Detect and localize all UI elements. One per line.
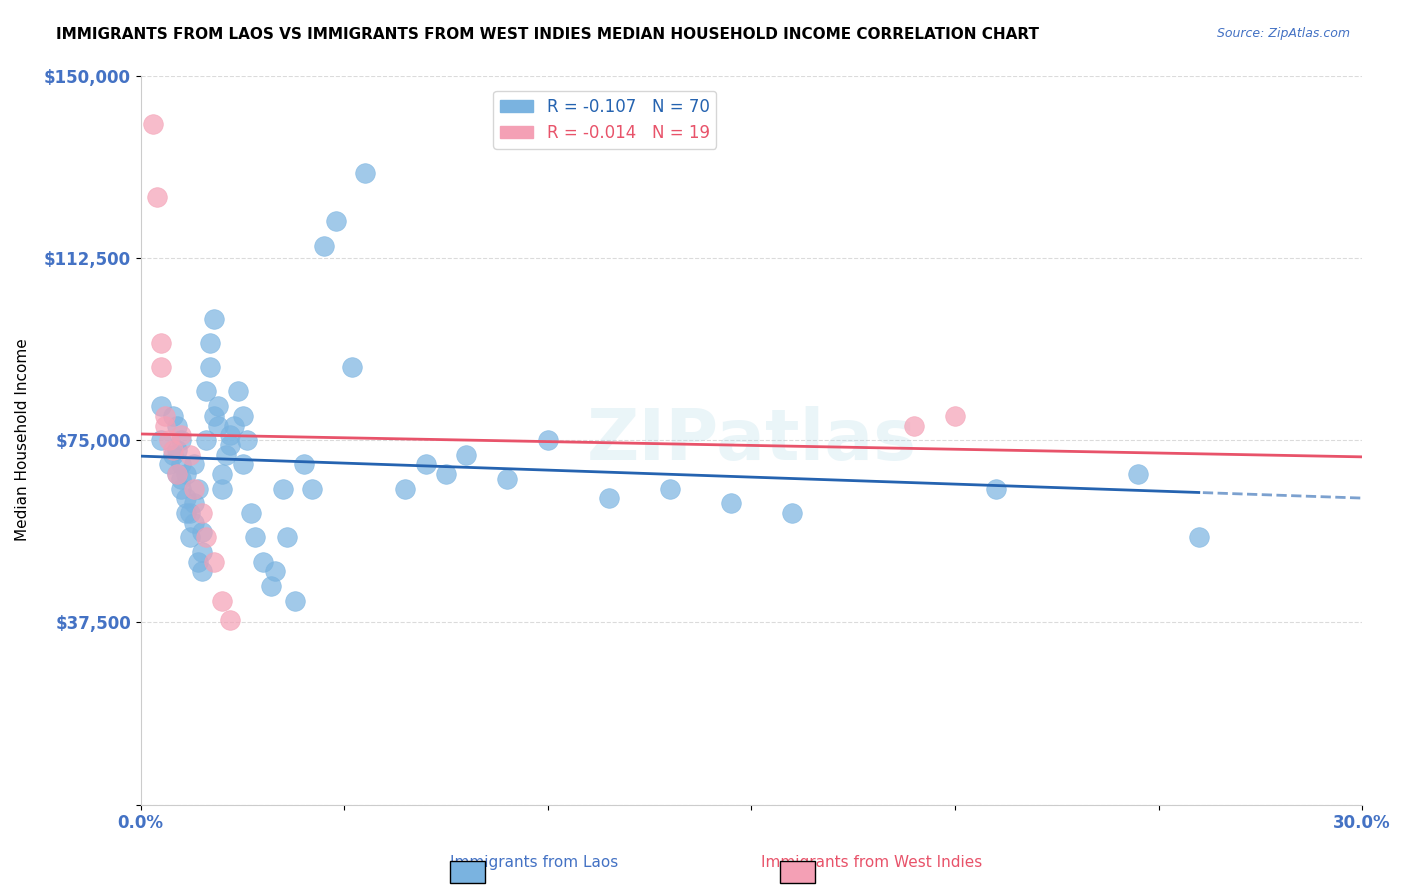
Point (224, 418, 246, 433)
Point (146, 190, 169, 204)
Point (198, 335, 221, 350)
Point (292, 458, 315, 472)
Point (174, 467, 197, 482)
Point (239, 506, 262, 520)
Point (162, 442, 184, 457)
Point (179, 506, 201, 520)
Point (264, 565, 287, 579)
Text: Immigrants from West Indies: Immigrants from West Indies (761, 855, 983, 870)
Point (252, 555, 274, 569)
Point (231, 458, 253, 472)
Point (598, 491, 620, 506)
Point (166, 442, 188, 457)
Point (228, 384, 250, 399)
Point (271, 482, 294, 496)
Point (187, 555, 209, 569)
Point (194, 384, 217, 399)
Point (207, 418, 229, 433)
Point (170, 482, 193, 496)
Point (496, 472, 519, 486)
Point (174, 506, 197, 520)
Point (219, 438, 242, 452)
Point (198, 360, 221, 375)
Point (260, 579, 283, 593)
Point (150, 399, 173, 413)
Y-axis label: Median Household Income: Median Household Income (15, 339, 30, 541)
Point (202, 311, 225, 326)
Point (394, 482, 416, 496)
Point (312, 238, 335, 252)
Point (170, 472, 193, 486)
Point (150, 335, 173, 350)
Point (166, 467, 188, 482)
Point (191, 545, 214, 559)
Point (170, 458, 193, 472)
Point (235, 433, 257, 447)
Point (179, 448, 201, 462)
Point (943, 409, 966, 423)
Point (456, 448, 478, 462)
Point (194, 530, 217, 544)
Text: ZIPatlas: ZIPatlas (586, 406, 917, 475)
Point (231, 409, 253, 423)
Point (142, 117, 165, 131)
Legend: R = -0.107   N = 70, R = -0.014   N = 19: R = -0.107 N = 70, R = -0.014 N = 19 (494, 91, 717, 149)
Point (215, 448, 238, 462)
Point (659, 482, 682, 496)
Point (202, 409, 225, 423)
Point (191, 506, 214, 520)
Point (207, 399, 229, 413)
Point (157, 458, 180, 472)
Point (153, 409, 176, 423)
Point (342, 360, 364, 375)
Point (191, 525, 214, 540)
Point (780, 506, 803, 520)
Point (211, 593, 233, 607)
Point (325, 214, 347, 228)
Point (434, 467, 457, 482)
Point (170, 433, 193, 447)
Point (162, 448, 184, 462)
Point (720, 496, 742, 510)
Point (276, 530, 298, 544)
Point (183, 458, 205, 472)
Point (202, 555, 225, 569)
Point (284, 593, 307, 607)
Point (1188, 530, 1211, 544)
Point (187, 482, 209, 496)
Point (150, 433, 173, 447)
Text: Immigrants from Laos: Immigrants from Laos (450, 855, 619, 870)
Point (183, 516, 205, 530)
Point (537, 433, 560, 447)
Point (183, 496, 205, 510)
Point (211, 467, 233, 482)
Point (157, 433, 180, 447)
Point (211, 482, 233, 496)
Point (219, 428, 242, 442)
Point (170, 428, 193, 442)
Point (984, 482, 1007, 496)
Point (179, 530, 201, 544)
Point (903, 418, 925, 433)
Point (174, 491, 197, 506)
Point (153, 418, 176, 433)
Point (162, 409, 184, 423)
Point (353, 166, 375, 180)
Point (194, 433, 217, 447)
Point (191, 565, 214, 579)
Point (219, 613, 242, 627)
Point (183, 482, 205, 496)
Point (1128, 467, 1150, 482)
Text: Source: ZipAtlas.com: Source: ZipAtlas.com (1216, 27, 1350, 40)
Text: IMMIGRANTS FROM LAOS VS IMMIGRANTS FROM WEST INDIES MEDIAN HOUSEHOLD INCOME CORR: IMMIGRANTS FROM LAOS VS IMMIGRANTS FROM … (56, 27, 1039, 42)
Point (301, 482, 323, 496)
Point (243, 530, 266, 544)
Point (415, 458, 437, 472)
Point (166, 467, 188, 482)
Point (166, 418, 188, 433)
Point (150, 360, 173, 375)
